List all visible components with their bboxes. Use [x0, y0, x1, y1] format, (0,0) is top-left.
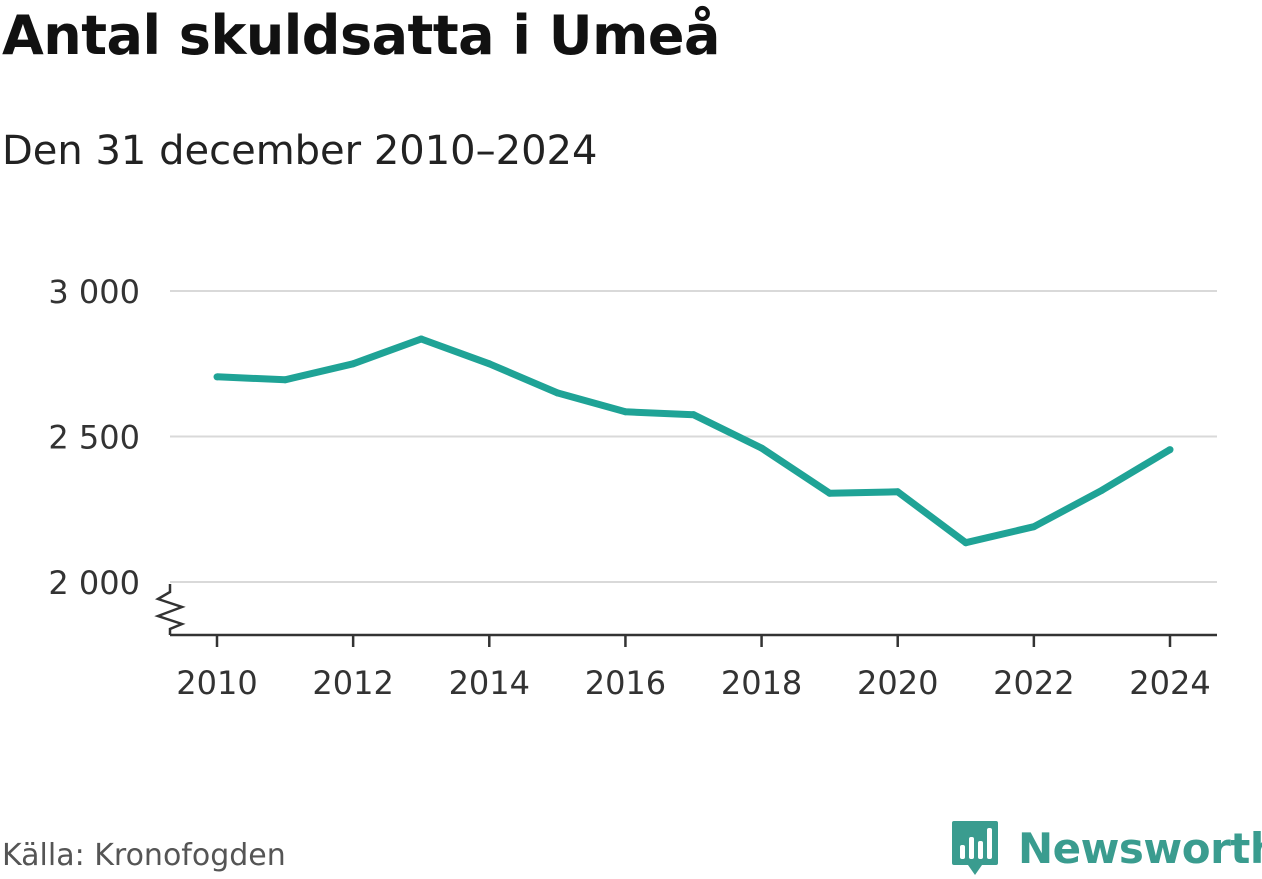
- data-point: [962, 539, 970, 547]
- data-point: [826, 489, 834, 497]
- x-tick-label: 2016: [585, 664, 666, 702]
- x-tick-label: 2024: [1129, 664, 1210, 702]
- source-note: Källa: Kronofogden: [2, 838, 286, 873]
- axis-break-icon: [154, 584, 186, 635]
- data-point: [281, 376, 289, 384]
- y-tick-label: 2 500: [48, 419, 140, 457]
- brand-name: Newsworthy: [1018, 823, 1262, 873]
- chart-title: Antal skuldsatta i Umeå: [2, 4, 720, 67]
- newsworthy-logo-icon: [952, 821, 998, 875]
- series-line: [216, 335, 1172, 547]
- data-point: [758, 444, 766, 452]
- brand-logo: Newsworthy: [950, 818, 1262, 878]
- data-point: [1098, 486, 1106, 494]
- x-tick-label: 2022: [993, 664, 1074, 702]
- data-point: [417, 335, 425, 343]
- data-point: [485, 360, 493, 368]
- data-point: [213, 373, 221, 381]
- y-tick-label: 3 000: [48, 273, 140, 311]
- x-tick-label: 2012: [312, 664, 393, 702]
- x-tick-label: 2018: [721, 664, 802, 702]
- x-tick-label: 2020: [857, 664, 938, 702]
- data-point: [1166, 446, 1174, 454]
- data-point: [349, 360, 357, 368]
- x-tick-label: 2014: [449, 664, 530, 702]
- chart-subtitle: Den 31 december 2010–2024: [2, 128, 598, 174]
- data-point: [894, 488, 902, 496]
- x-tick-label: 2010: [176, 664, 257, 702]
- data-point: [553, 389, 561, 397]
- data-point: [690, 411, 697, 419]
- data-point: [621, 408, 629, 416]
- y-tick-label: 2 000: [48, 564, 140, 602]
- data-point: [1030, 523, 1038, 531]
